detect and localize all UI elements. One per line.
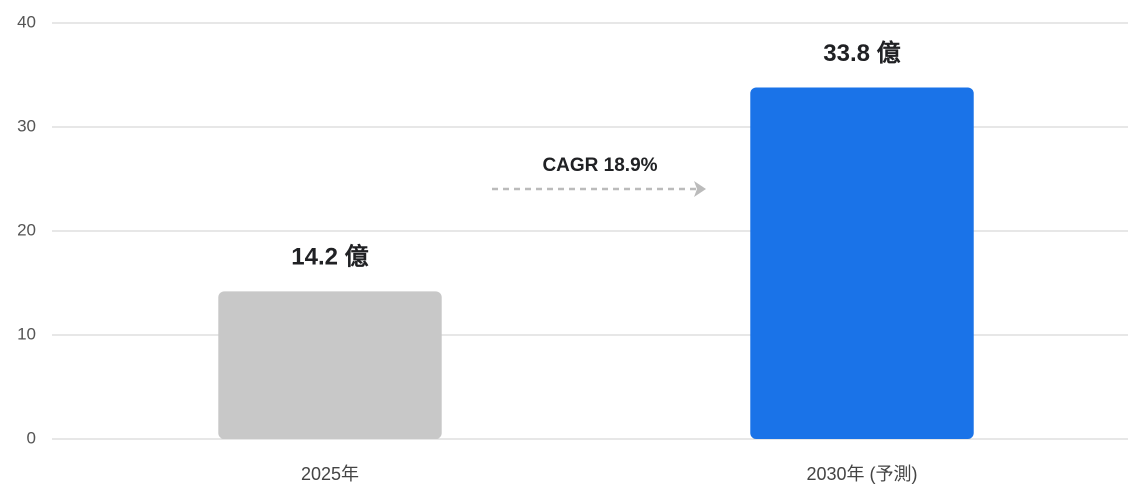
value-label: 33.8 億 (823, 39, 900, 67)
x-tick-label: 2030年 (予測) (806, 464, 917, 484)
y-tick-label: 30 (17, 116, 36, 135)
y-tick-label: 0 (27, 428, 36, 447)
y-tick-label: 20 (17, 220, 36, 239)
arrow-head (694, 181, 706, 197)
bar (750, 87, 974, 439)
annotation: CAGR 18.9% (542, 155, 657, 176)
y-tick-label: 40 (17, 12, 36, 31)
bar (218, 291, 442, 439)
value-label: 14.2 億 (291, 243, 368, 271)
x-tick-label: 2025年 (301, 464, 359, 484)
y-tick-label: 10 (17, 324, 36, 343)
